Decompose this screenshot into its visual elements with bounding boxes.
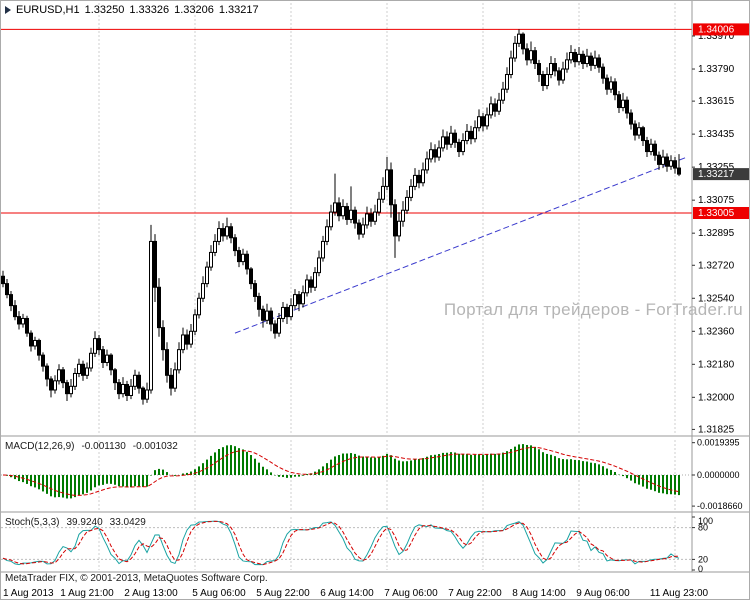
svg-text:11 Aug 23:00: 11 Aug 23:00 bbox=[650, 588, 709, 599]
ohlc-low-value: 1.33206 bbox=[174, 4, 214, 16]
stoch-signal-value: 33.0429 bbox=[109, 517, 146, 528]
svg-text:1 Aug 21:00: 1 Aug 21:00 bbox=[60, 588, 114, 599]
macd-name: MACD(12,26,9) bbox=[5, 441, 75, 452]
grid-layer bbox=[98, 3, 676, 570]
svg-text:1.32540: 1.32540 bbox=[698, 293, 735, 304]
symbol-period-label: EURUSD,H1 bbox=[16, 4, 80, 16]
ohlc-open-value: 1.33250 bbox=[84, 4, 125, 16]
svg-text:80: 80 bbox=[698, 523, 708, 533]
stoch-name: Stoch(5,3,3) bbox=[5, 517, 60, 528]
macd-signal-value: -0.001032 bbox=[132, 441, 178, 452]
time-axis[interactable]: 1 Aug 2013 1 Aug 21:00 2 Aug 13:00 5 Aug 06… bbox=[3, 588, 709, 599]
separator-lines bbox=[1, 1, 749, 573]
stoch-main-value: 39.9240 bbox=[66, 517, 103, 528]
svg-text:1.33970: 1.33970 bbox=[698, 31, 735, 42]
svg-text:0.0019395: 0.0019395 bbox=[697, 438, 740, 448]
svg-text:6 Aug 14:00: 6 Aug 14:00 bbox=[320, 588, 374, 599]
svg-text:100: 100 bbox=[698, 516, 713, 526]
svg-text:5 Aug 06:00: 5 Aug 06:00 bbox=[192, 588, 246, 599]
ohlc-close-value: 1.33217 bbox=[218, 4, 259, 16]
macd-label: MACD(12,26,9) -0.001130 -0.001032 bbox=[5, 441, 178, 452]
svg-text:1.33790: 1.33790 bbox=[698, 64, 735, 75]
svg-text:9 Aug 06:00: 9 Aug 06:00 bbox=[576, 588, 630, 599]
svg-text:1.31825: 1.31825 bbox=[698, 424, 735, 435]
stoch-layer bbox=[1, 520, 692, 566]
svg-text:1.32360: 1.32360 bbox=[698, 326, 735, 337]
svg-text:1.33075: 1.33075 bbox=[698, 195, 735, 206]
watermark: Портал для трейдеров - ForTrader.ru bbox=[443, 300, 743, 319]
svg-text:5 Aug 22:00: 5 Aug 22:00 bbox=[256, 588, 310, 599]
chart-window-icon bbox=[5, 6, 11, 14]
ohlc-high-value: 1.33326 bbox=[129, 4, 170, 16]
svg-text:1.32895: 1.32895 bbox=[698, 228, 735, 239]
svg-text:-0.0018660: -0.0018660 bbox=[697, 501, 743, 511]
copyright-notice: MetaTrader FIX, © 2001-2013, MetaQuotes … bbox=[5, 573, 268, 584]
svg-text:1.33217: 1.33217 bbox=[698, 169, 735, 180]
svg-text:1.33615: 1.33615 bbox=[698, 96, 735, 107]
svg-text:0.0000000: 0.0000000 bbox=[697, 470, 740, 480]
stoch-label: Stoch(5,3,3) 39.9240 33.0429 bbox=[5, 517, 146, 528]
svg-text:1.33005: 1.33005 bbox=[698, 208, 735, 219]
svg-text:1.34006: 1.34006 bbox=[698, 24, 735, 35]
price-axis[interactable]: 1.33970 1.33790 1.33615 1.33435 1.33255 1.330… bbox=[692, 23, 750, 574]
svg-text:1 Aug 2013: 1 Aug 2013 bbox=[3, 588, 54, 599]
svg-text:0: 0 bbox=[698, 564, 703, 574]
svg-text:2 Aug 13:00: 2 Aug 13:00 bbox=[124, 588, 178, 599]
candles-layer bbox=[1, 29, 681, 405]
svg-text:7 Aug 22:00: 7 Aug 22:00 bbox=[448, 588, 502, 599]
macd-layer bbox=[1, 444, 692, 499]
svg-text:20: 20 bbox=[698, 554, 708, 564]
macd-main-value: -0.001130 bbox=[81, 441, 126, 452]
svg-text:1.33255: 1.33255 bbox=[698, 162, 735, 173]
svg-text:1.32000: 1.32000 bbox=[698, 392, 735, 403]
svg-text:1.33435: 1.33435 bbox=[698, 129, 735, 140]
svg-text:1.32180: 1.32180 bbox=[698, 359, 735, 370]
svg-text:8 Aug 14:00: 8 Aug 14:00 bbox=[512, 588, 566, 599]
svg-text:1.32720: 1.32720 bbox=[698, 260, 735, 271]
chart-title: EURUSD,H1 1.33250 1.33326 1.33206 1.3321… bbox=[5, 4, 259, 16]
svg-text:7 Aug 06:00: 7 Aug 06:00 bbox=[384, 588, 438, 599]
